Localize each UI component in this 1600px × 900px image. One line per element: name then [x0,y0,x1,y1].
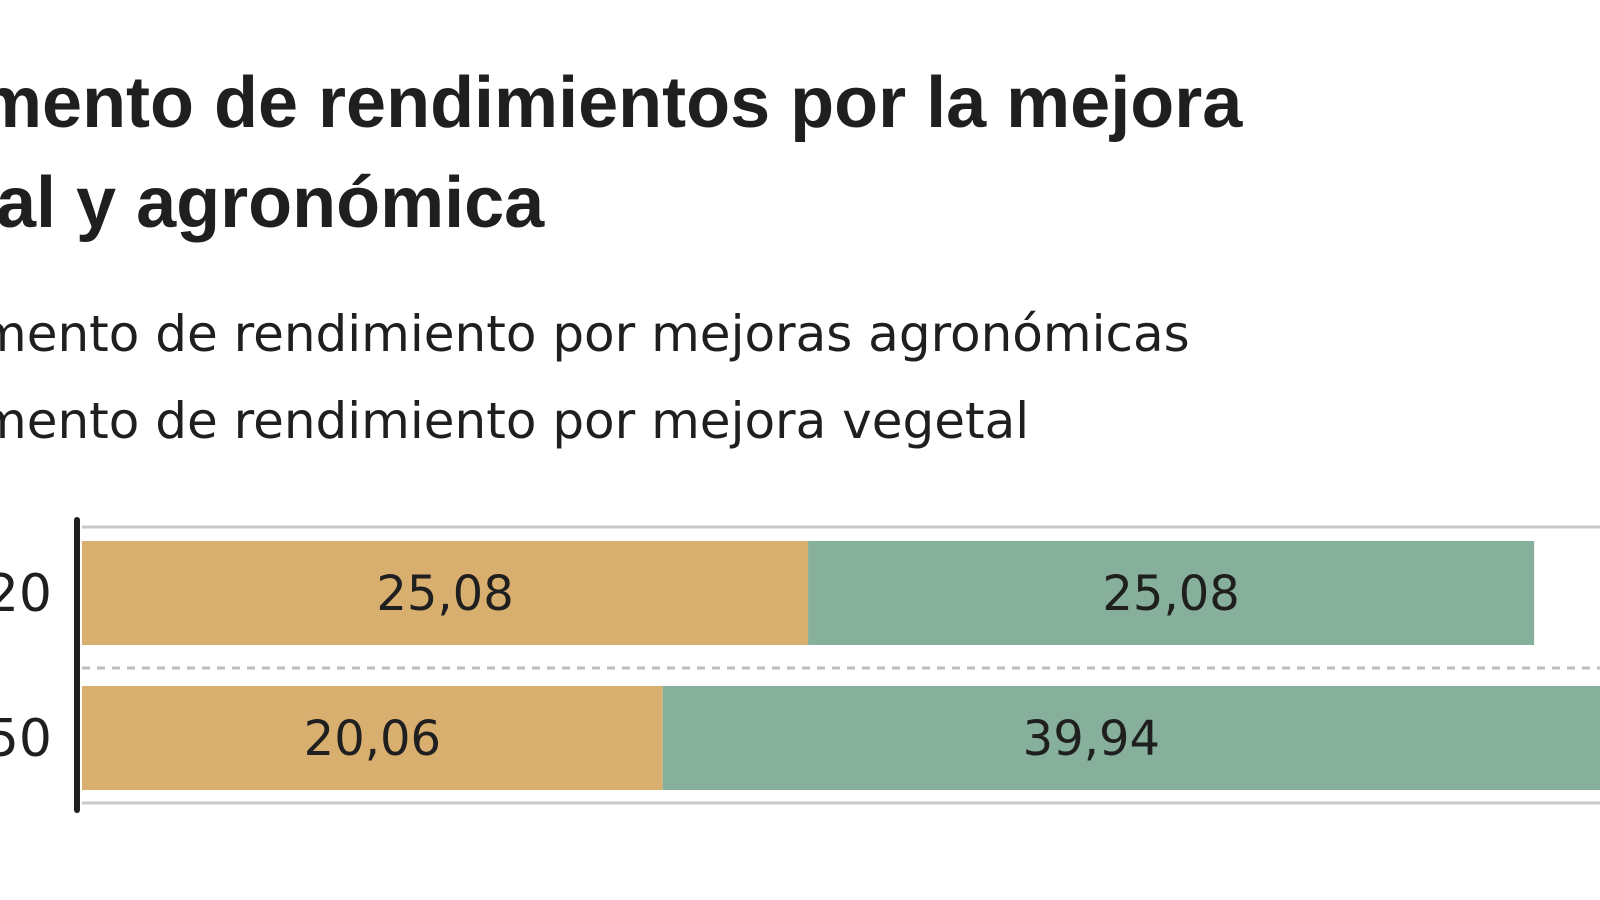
data-label: 20,06 [304,711,441,767]
legend-entry-agronomic: mento de rendimiento por mejoras agronóm… [0,305,1190,363]
bar-segment [82,541,809,645]
bar-segment [808,541,1535,645]
category-label: 20 [0,564,52,624]
chart-title-line-2: al y agronómica [0,163,545,243]
data-label: 25,08 [1102,566,1239,622]
data-label: 39,94 [1023,711,1160,767]
legend-entry-plant-breeding: mento de rendimiento por mejora vegetal [0,392,1030,450]
data-label: 25,08 [376,566,513,622]
category-label: 50 [0,709,52,769]
bar-segment [662,686,1600,790]
bar-segment [82,686,663,790]
chart-title-line-1: mento de rendimientos por la mejora [0,63,1243,143]
